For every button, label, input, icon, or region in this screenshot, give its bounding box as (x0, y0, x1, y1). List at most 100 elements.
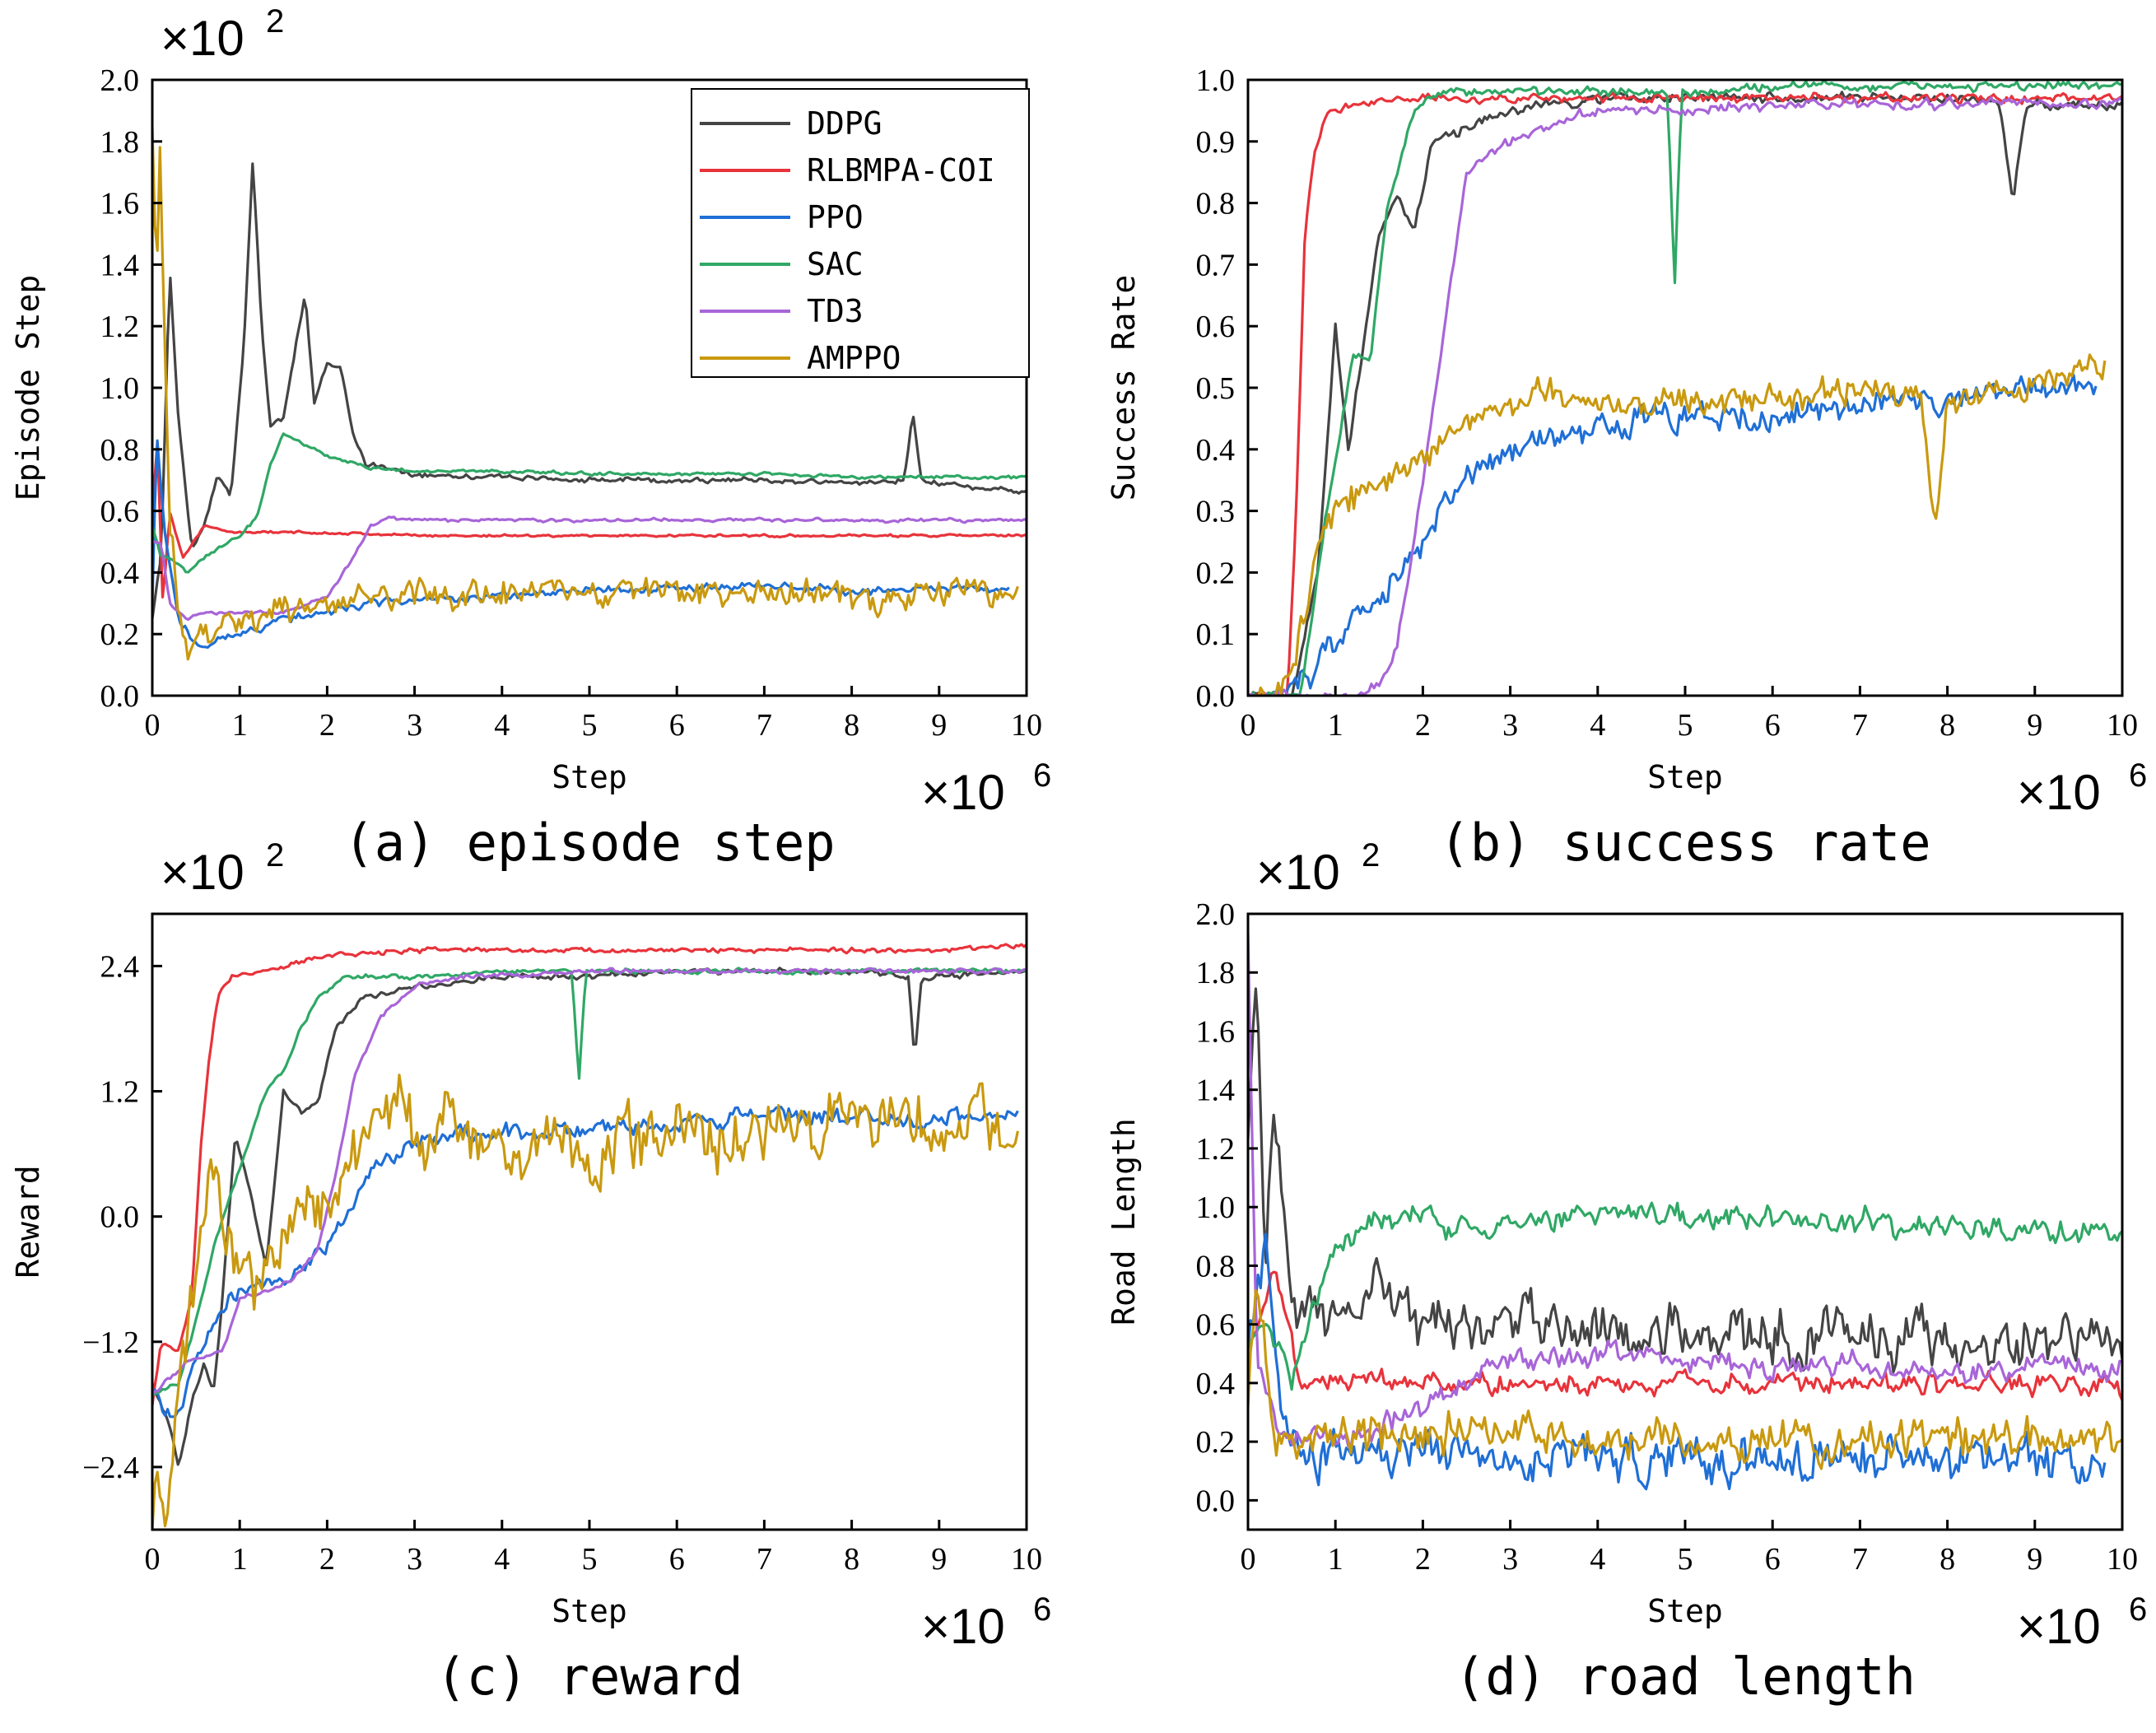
x-axis-label: Step (1647, 1593, 1723, 1629)
y-tick-label: 0.8 (1196, 1249, 1236, 1283)
y-tick-label: 1.0 (1196, 63, 1236, 98)
series-line-ddpg (1248, 987, 2122, 1374)
subplot-caption: (b) success rate (1439, 813, 1930, 873)
y-tick-label: 2.0 (1196, 897, 1236, 932)
y-tick-label: 0.6 (100, 495, 140, 529)
y-tick-label: 1.6 (1196, 1014, 1236, 1049)
x-tick-label: 7 (1852, 708, 1868, 743)
y-tick-label: 1.4 (1196, 1074, 1236, 1108)
panel-reward: 0 1 2 3 4 5 6 7 8 9 10 −2.4 −1.2 0.0 1.2 2.4 Step Reward ×… (10, 837, 1051, 1707)
y-axis-label: Episode Step (10, 275, 46, 501)
subplot-caption: (d) road length (1455, 1647, 1916, 1707)
x-tick-label: 10 (2107, 708, 2138, 743)
y-tick-label: 0.8 (1196, 187, 1236, 221)
x-tick-label: 7 (1852, 1542, 1868, 1577)
y-tick-label: 0.7 (1196, 248, 1236, 282)
y-axis-label: Road Length (1106, 1118, 1142, 1325)
x-tick-label: 5 (1678, 1542, 1693, 1577)
x-tick-label: 8 (844, 1542, 859, 1577)
y-tick-label: 0.2 (1196, 1425, 1236, 1460)
series-line-sac (1250, 80, 2122, 696)
x-tick-label: 8 (1939, 708, 1955, 743)
y-tick-label: 0.2 (1196, 556, 1236, 590)
y-tick-label: 0.6 (1196, 310, 1236, 344)
x-tick-label: 4 (1590, 708, 1605, 743)
x-tick-label: 0 (145, 708, 161, 743)
y-axis-label: Success Rate (1106, 275, 1142, 501)
y-tick-label: 0.6 (1196, 1308, 1236, 1343)
y-tick-label: 2.0 (100, 63, 140, 98)
series-line-td3 (1248, 96, 2122, 696)
x-tick-label: 4 (1590, 1542, 1605, 1577)
y-tick-label: 0.4 (1196, 433, 1236, 468)
y-tick-label: 1.8 (100, 125, 140, 160)
x-tick-label: 9 (2027, 708, 2042, 743)
y-tick-label: 0.4 (1196, 1367, 1236, 1401)
x-axis-multiplier: ×10 (2017, 1599, 2101, 1654)
y-axis-multiplier: ×10 (161, 845, 244, 900)
x-tick-label: 7 (757, 708, 772, 743)
y-tick-label: 2.4 (100, 949, 140, 984)
x-tick-label: 6 (1765, 1542, 1781, 1577)
legend-label-sac: SAC (807, 246, 864, 282)
x-tick-label: 5 (582, 1542, 598, 1577)
y-tick-label: 1.4 (100, 248, 140, 282)
x-tick-label: 9 (2027, 1542, 2042, 1577)
x-tick-label: 10 (1011, 708, 1042, 743)
legend-label-amppo: AMPPO (807, 340, 901, 376)
y-tick-label: 0.5 (1196, 371, 1236, 406)
y-tick-label: 0.3 (1196, 495, 1236, 529)
x-tick-label: 5 (1678, 708, 1693, 743)
series-line-amppo (152, 127, 1019, 661)
series-line-ppo (1261, 373, 2098, 696)
y-tick-label: 0.1 (1196, 617, 1236, 652)
series-line-amppo (152, 1074, 1019, 1530)
x-tick-label: 3 (407, 1542, 422, 1577)
x-tick-label: 3 (1502, 708, 1518, 743)
x-tick-label: 7 (757, 1542, 772, 1577)
legend-box (691, 88, 1030, 378)
x-axis-label: Step (552, 759, 627, 795)
x-axis-multiplier: ×10 (921, 1599, 1005, 1654)
y-tick-label: 0.8 (100, 433, 140, 468)
y-axis-multiplier: ×10 (161, 11, 244, 66)
x-axis-multiplier: ×10 (921, 765, 1005, 820)
x-tick-label: 4 (494, 708, 510, 743)
x-tick-label: 2 (1415, 1542, 1431, 1577)
series-line-sac (1248, 1201, 2122, 1391)
y-tick-label: 1.6 (100, 187, 140, 221)
y-tick-label: 1.0 (1196, 1190, 1236, 1225)
y-tick-label: 1.2 (100, 310, 140, 344)
x-axis-exponent: 6 (2129, 757, 2147, 794)
x-tick-label: 4 (494, 1542, 510, 1577)
x-axis-exponent: 6 (1033, 1591, 1051, 1628)
series-line-rlbmpa-coi (1248, 91, 2122, 696)
series-line-rlbmpa-coi (1248, 1270, 2122, 1401)
series-line-amppo (1248, 1288, 2122, 1470)
series-line-ddpg (152, 162, 1027, 619)
legend-label-rlbmpa-coi: RLBMPA-COI (807, 152, 995, 189)
legend-label-ddpg: DDPG (807, 105, 882, 142)
panel-success-rate: 0 1 2 3 4 5 6 7 8 9 10 0.0 0.1 0.2 0.3 0.4 0.5 0.6 0.7 0.8 0… (1106, 63, 2147, 873)
y-tick-label: 0.0 (100, 679, 140, 714)
series-line-sac (152, 432, 1027, 574)
series-line-ppo (152, 1105, 1019, 1419)
x-tick-label: 8 (844, 708, 859, 743)
y-tick-label: 0.2 (100, 617, 140, 652)
y-axis-multiplier: ×10 (1256, 845, 1340, 900)
x-tick-label: 1 (232, 1542, 248, 1577)
x-tick-label: 3 (1502, 1542, 1518, 1577)
x-tick-label: 6 (1765, 708, 1781, 743)
x-tick-label: 0 (1241, 1542, 1256, 1577)
y-tick-label: −2.4 (82, 1451, 139, 1485)
series-line-ddpg (152, 967, 1027, 1466)
x-tick-label: 2 (319, 708, 335, 743)
x-axis-multiplier: ×10 (2017, 765, 2101, 820)
series-line-amppo (1257, 353, 2107, 696)
series-line-td3 (1248, 933, 2122, 1449)
y-tick-label: 0.4 (100, 556, 140, 590)
x-tick-label: 0 (1241, 708, 1256, 743)
y-tick-label: 1.2 (100, 1075, 140, 1110)
y-axis-exponent: 2 (1362, 837, 1380, 873)
